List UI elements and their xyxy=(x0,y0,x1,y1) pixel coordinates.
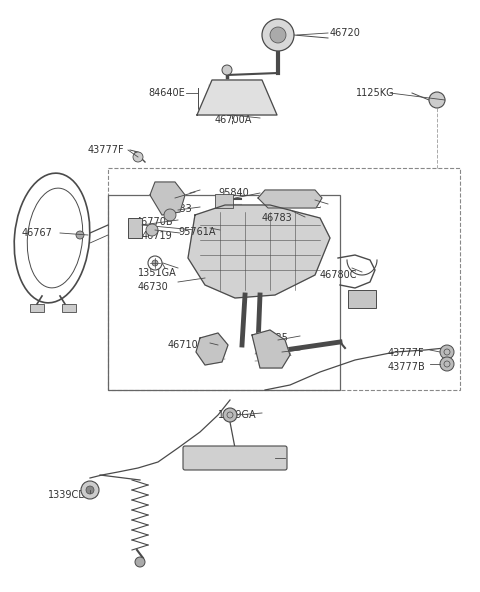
Circle shape xyxy=(86,486,94,494)
Text: 46738C: 46738C xyxy=(285,200,323,210)
Text: 46720: 46720 xyxy=(330,28,361,38)
Circle shape xyxy=(146,224,158,236)
Text: 84640E: 84640E xyxy=(148,88,185,98)
Polygon shape xyxy=(196,333,228,365)
Circle shape xyxy=(135,557,145,567)
Text: 46781A: 46781A xyxy=(255,348,292,358)
Text: 46783: 46783 xyxy=(262,213,293,223)
Text: 1351GA: 1351GA xyxy=(138,268,177,278)
Circle shape xyxy=(440,357,454,371)
Text: 46700A: 46700A xyxy=(215,115,252,125)
Text: 43777F: 43777F xyxy=(88,145,125,155)
Text: 46790: 46790 xyxy=(232,456,263,466)
Bar xyxy=(348,290,376,308)
Bar xyxy=(215,194,233,208)
Text: 1125KG: 1125KG xyxy=(356,88,395,98)
Polygon shape xyxy=(252,330,290,368)
Bar xyxy=(128,218,142,238)
Text: 46735: 46735 xyxy=(258,333,289,343)
Text: 95840: 95840 xyxy=(218,188,249,198)
Text: 46780C: 46780C xyxy=(320,270,358,280)
Text: 46719: 46719 xyxy=(142,231,173,241)
Polygon shape xyxy=(188,205,330,298)
Text: 46767: 46767 xyxy=(22,228,53,238)
Circle shape xyxy=(76,231,84,239)
Circle shape xyxy=(223,408,237,422)
Text: 1339GA: 1339GA xyxy=(218,410,257,420)
Bar xyxy=(62,304,76,312)
Circle shape xyxy=(133,152,143,162)
Text: 46736: 46736 xyxy=(152,188,183,198)
Text: 43777F: 43777F xyxy=(388,348,425,358)
Circle shape xyxy=(148,256,162,270)
Circle shape xyxy=(152,260,158,266)
Text: 95761A: 95761A xyxy=(178,227,216,237)
Circle shape xyxy=(429,92,445,108)
Bar xyxy=(108,168,460,390)
Polygon shape xyxy=(258,190,322,208)
Circle shape xyxy=(81,481,99,499)
Polygon shape xyxy=(197,80,277,115)
Text: 46730: 46730 xyxy=(138,282,169,292)
Circle shape xyxy=(440,345,454,359)
Text: 43777B: 43777B xyxy=(388,362,426,372)
Text: 1339CD: 1339CD xyxy=(48,490,87,500)
Circle shape xyxy=(164,209,176,221)
FancyBboxPatch shape xyxy=(183,446,287,470)
Bar xyxy=(108,195,340,390)
Text: 46710A: 46710A xyxy=(168,340,205,350)
Polygon shape xyxy=(150,182,185,215)
Text: 46733: 46733 xyxy=(162,204,193,214)
Circle shape xyxy=(262,19,294,51)
Text: 46770B: 46770B xyxy=(136,217,174,227)
Circle shape xyxy=(222,65,232,75)
Circle shape xyxy=(270,27,286,43)
Bar xyxy=(30,304,44,312)
